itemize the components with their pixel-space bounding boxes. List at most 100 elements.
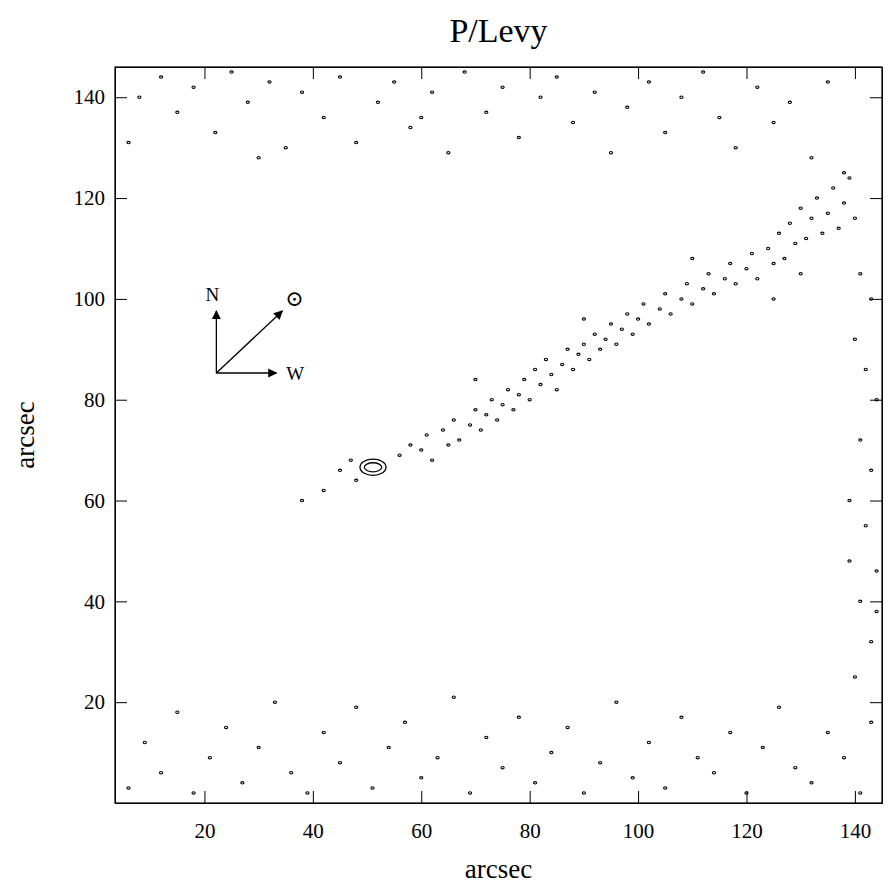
tick-mark bbox=[421, 791, 422, 803]
tick-label: 100 bbox=[623, 819, 655, 843]
contour-dot bbox=[593, 91, 596, 93]
contour-dot bbox=[848, 177, 851, 179]
contour-dot bbox=[322, 116, 325, 118]
contour-dot bbox=[544, 358, 547, 360]
tick bbox=[870, 601, 882, 602]
contour-dot bbox=[496, 419, 499, 421]
tick-mark bbox=[870, 501, 882, 502]
contour-dot bbox=[777, 232, 780, 234]
tick-mark bbox=[638, 791, 639, 803]
contour-dot bbox=[626, 313, 629, 315]
tick-mark bbox=[204, 67, 205, 79]
tick: 120 bbox=[74, 186, 128, 210]
title: P/Levy bbox=[449, 12, 547, 49]
marks bbox=[127, 71, 878, 794]
contour-dot bbox=[875, 570, 878, 572]
contour-dot bbox=[582, 318, 585, 320]
tick-mark bbox=[421, 67, 422, 79]
contour-dot bbox=[707, 272, 710, 274]
contour-dot bbox=[680, 716, 683, 718]
tick-mark bbox=[115, 400, 127, 401]
contour-dot bbox=[756, 278, 759, 280]
contour-dot bbox=[430, 459, 433, 461]
contour-dot bbox=[577, 353, 580, 355]
contour-dot bbox=[712, 293, 715, 295]
contour-dot bbox=[859, 792, 862, 794]
tick-mark bbox=[530, 67, 531, 79]
contour-dot bbox=[842, 756, 845, 758]
contour-dot bbox=[826, 731, 829, 733]
contour-dot bbox=[777, 706, 780, 708]
contour-dot bbox=[501, 404, 504, 406]
contour-dot bbox=[658, 308, 661, 310]
axis bbox=[116, 67, 883, 79]
contour-dot bbox=[799, 207, 802, 209]
contour-dot bbox=[734, 146, 737, 148]
contour-dot bbox=[647, 741, 650, 743]
contour-dot bbox=[550, 751, 553, 753]
tick: 40 bbox=[303, 791, 324, 843]
contour-dot bbox=[599, 761, 602, 763]
contour-dot bbox=[870, 640, 873, 642]
tick-mark bbox=[115, 601, 127, 602]
contour-dot bbox=[441, 429, 444, 431]
contour-dot bbox=[566, 726, 569, 728]
contour-dot bbox=[794, 767, 797, 769]
tick-label: 80 bbox=[520, 819, 541, 843]
chart: 2040608010012014020406080100120140NW⊙P/L… bbox=[0, 0, 890, 888]
contour-dot bbox=[468, 792, 471, 794]
tick: 100 bbox=[623, 791, 655, 843]
contour-dot bbox=[159, 76, 162, 78]
contour-dot bbox=[474, 378, 477, 380]
tick: 80 bbox=[520, 791, 541, 843]
axis: 20406080100120140 bbox=[116, 791, 883, 843]
contour-dot bbox=[664, 293, 667, 295]
axis: 20406080100120140 bbox=[74, 68, 128, 804]
compass-label: W bbox=[286, 363, 304, 384]
contour-dot bbox=[842, 172, 845, 174]
plot: 2040608010012014020406080100120140NW⊙ bbox=[74, 67, 883, 843]
contour-dot bbox=[599, 348, 602, 350]
contour-dot bbox=[512, 409, 515, 411]
tick: 60 bbox=[84, 489, 127, 513]
contour-dot bbox=[143, 741, 146, 743]
tick bbox=[746, 67, 747, 79]
contour-dot bbox=[799, 272, 802, 274]
contour-dot bbox=[571, 121, 574, 123]
contour-dot bbox=[555, 76, 558, 78]
contour-dot bbox=[447, 444, 450, 446]
contour-dot bbox=[609, 151, 612, 153]
contour-dot bbox=[376, 101, 379, 103]
tick bbox=[638, 67, 639, 79]
contour-dot bbox=[664, 131, 667, 133]
contour-dot bbox=[539, 383, 542, 385]
tick bbox=[855, 67, 856, 79]
contour-dot bbox=[832, 187, 835, 189]
contour-dot bbox=[772, 121, 775, 123]
tick-mark bbox=[115, 501, 127, 502]
contour-dot bbox=[864, 368, 867, 370]
contour-dot bbox=[761, 746, 764, 748]
contour-dot bbox=[338, 761, 341, 763]
axis-line bbox=[115, 68, 116, 804]
contour-dot bbox=[631, 333, 634, 335]
tick-mark bbox=[313, 67, 314, 79]
tick bbox=[870, 198, 882, 199]
contour-dot bbox=[479, 429, 482, 431]
axis-line bbox=[882, 68, 883, 804]
contour-dot bbox=[783, 257, 786, 259]
contour-dot bbox=[192, 792, 195, 794]
contour-dot bbox=[425, 434, 428, 436]
contour-dot bbox=[452, 419, 455, 421]
contour-dot bbox=[393, 81, 396, 83]
tick-mark bbox=[115, 198, 127, 199]
contour-dot bbox=[772, 298, 775, 300]
contour-dot bbox=[523, 378, 526, 380]
contour-dot bbox=[566, 348, 569, 350]
contour-dot bbox=[647, 81, 650, 83]
tick-label: 120 bbox=[74, 186, 106, 210]
contour-dot bbox=[225, 726, 228, 728]
contour-dot bbox=[159, 772, 162, 774]
tick-label: 140 bbox=[74, 85, 106, 109]
tick-mark bbox=[870, 198, 882, 199]
